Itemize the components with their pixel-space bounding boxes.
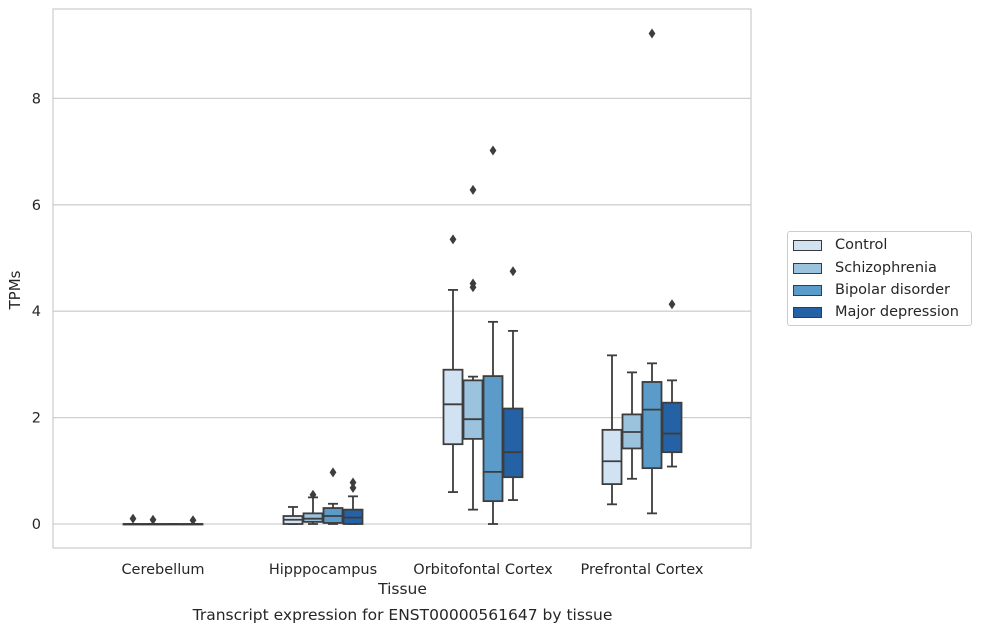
box (142, 514, 164, 526)
legend-label: Major depression (835, 304, 959, 320)
box (302, 489, 324, 525)
y-tick-label: 2 (32, 411, 41, 427)
y-tick-label: 4 (32, 304, 41, 320)
y-tick-label: 8 (32, 91, 41, 107)
legend-swatch-schizophrenia (793, 262, 822, 274)
x-tick-label: Hipppocampus (269, 562, 377, 578)
y-axis-label-wrap: TPMs (2, 260, 28, 320)
x-tick-label: Cerebellum (121, 562, 204, 578)
y-axis-label: TPMs (6, 270, 24, 310)
box (462, 184, 484, 511)
x-tick-label: Orbitofontal Cortex (413, 562, 553, 578)
outlier-point (469, 184, 477, 195)
y-axis-ticks: 0 2 4 6 8 (32, 91, 41, 533)
chart-title: Transcript expression for ENST0000056164… (192, 606, 613, 624)
box-body (442, 368, 464, 446)
box-body (462, 379, 484, 440)
legend-label: Bipolar disorder (835, 282, 950, 298)
legend-swatch-control (793, 239, 822, 251)
box (641, 28, 663, 515)
legend-item-control: Control (793, 235, 887, 255)
box (621, 371, 643, 480)
box-body (601, 428, 623, 485)
x-axis-ticks: Cerebellum Hipppocampus Orbitofontal Corte… (121, 562, 703, 578)
box-body (502, 407, 524, 479)
box (482, 145, 504, 525)
box (282, 506, 304, 525)
box (661, 299, 683, 468)
legend-label: Schizophrenia (835, 260, 937, 276)
outlier-point (149, 514, 157, 525)
outlier-point (449, 234, 457, 245)
box-body (641, 381, 663, 470)
legend: Control Schizophrenia Bipolar disorder M… (787, 231, 972, 326)
box (162, 523, 184, 526)
boxes (122, 28, 683, 526)
outlier-point (129, 513, 137, 524)
x-axis-label: Tissue (378, 580, 427, 598)
outlier-point (349, 482, 357, 493)
legend-swatch-major-depression (793, 306, 822, 318)
box (122, 513, 144, 526)
outlier-point (469, 278, 477, 289)
legend-item-schizophrenia: Schizophrenia (793, 258, 937, 278)
y-tick-label: 0 (32, 517, 41, 533)
outlier-point (349, 477, 357, 488)
outlier-point (668, 299, 676, 310)
plot-frame (52, 8, 752, 549)
y-tick-label: 6 (32, 198, 41, 214)
outlier-point (189, 515, 197, 526)
outlier-point (489, 145, 497, 156)
x-tick-label: Prefrontal Cortex (581, 562, 704, 578)
box (322, 467, 344, 525)
outlier-point (648, 28, 656, 39)
box (442, 234, 464, 493)
box-body (482, 375, 504, 503)
box (502, 266, 524, 501)
legend-item-major-depression: Major depression (793, 302, 959, 322)
legend-label: Control (835, 237, 888, 253)
legend-swatch-bipolar-disorder (793, 284, 822, 296)
box (601, 354, 623, 506)
box (182, 515, 204, 526)
outlier-point (509, 266, 517, 277)
legend-item-bipolar-disorder: Bipolar disorder (793, 280, 950, 300)
outlier-point (309, 489, 317, 500)
box-body (661, 401, 683, 454)
box-body (302, 512, 324, 523)
outlier-point (329, 467, 337, 478)
box (342, 477, 364, 525)
